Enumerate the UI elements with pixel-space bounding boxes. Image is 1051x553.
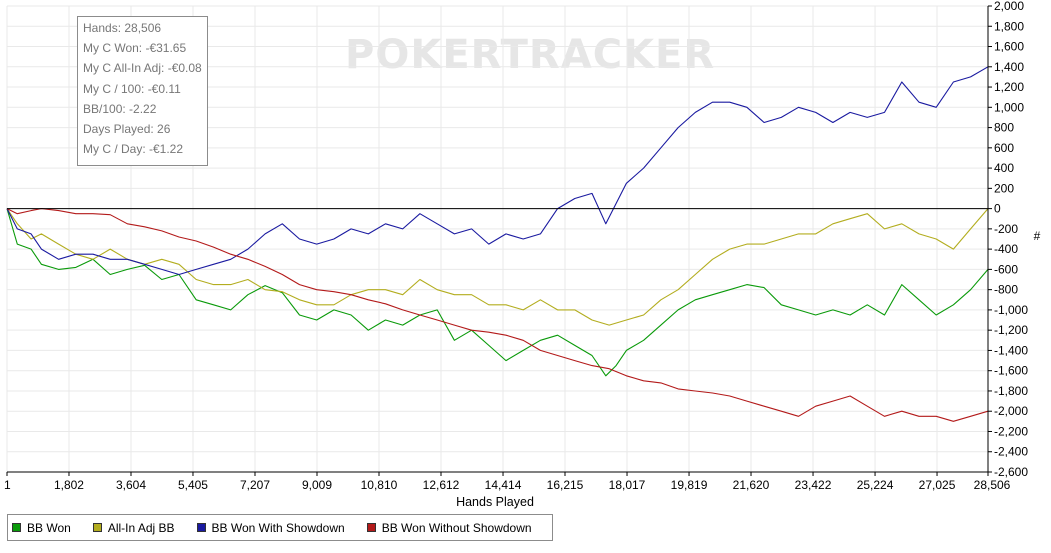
legend: BB Won All-In Adj BB BB Won With Showdow… — [7, 514, 553, 541]
x-tick-label: 27,025 — [919, 478, 956, 492]
series-line-1 — [6, 208, 989, 377]
y-tick-label: 0 — [994, 202, 1001, 216]
series-line-4 — [6, 208, 989, 422]
y-tick-label: -2,000 — [994, 404, 1028, 418]
x-tick-label: 9,009 — [302, 478, 332, 492]
x-tick-label: 14,414 — [485, 478, 522, 492]
legend-label: All-In Adj BB — [107, 520, 175, 535]
y-tick-label: 600 — [994, 141, 1014, 155]
y-tick-label: 400 — [994, 161, 1014, 175]
legend-swatch — [366, 523, 376, 532]
x-tick-label: 1,802 — [54, 478, 84, 492]
y-tick-label: 2,000 — [994, 0, 1024, 13]
legend-label: BB Won Without Showdown — [381, 520, 532, 535]
x-tick-label: 7,207 — [240, 478, 270, 492]
y-tick-label: -1,200 — [994, 323, 1028, 337]
y-tick-label: -1,000 — [994, 303, 1028, 317]
y-tick-label: 1,200 — [994, 80, 1024, 94]
y-tick-label: 1,000 — [994, 100, 1024, 114]
watermark: POKERTRACKER — [345, 32, 715, 78]
y-tick-label: -1,400 — [994, 343, 1028, 357]
x-axis-label: Hands Played — [456, 495, 534, 509]
x-tick-label: 1 — [4, 478, 11, 492]
x-tick-label: 25,224 — [857, 478, 894, 492]
y-tick-label: 1,600 — [994, 40, 1024, 54]
stats-my-c-per-day: My C / Day: -€1.22 — [83, 142, 184, 157]
y-tick-label: -2,400 — [994, 445, 1028, 459]
y-tick-label: -1,800 — [994, 384, 1028, 398]
x-tick-label: 21,620 — [733, 478, 770, 492]
legend-item-all-in-adj-bb[interactable]: All-In Adj BB — [92, 520, 175, 535]
y-tick-label: -600 — [994, 262, 1018, 276]
legend-swatch — [196, 523, 206, 532]
x-tick-label: 19,819 — [671, 478, 708, 492]
y-tick-label: -200 — [994, 222, 1018, 236]
y-tick-label: -400 — [994, 242, 1018, 256]
x-tick-label: 28,506 — [974, 478, 1011, 492]
axes: 2,000 1,800 1,600 1,400 1,200 1,000 800 600 400 2… — [4, 0, 1028, 492]
x-tick-label: 12,612 — [423, 478, 460, 492]
y-tick-label: -2,600 — [994, 465, 1028, 479]
stats-my-c-per-100: My C / 100: -€0.11 — [83, 81, 181, 96]
legend-item-bb-won-without-showdown[interactable]: BB Won Without Showdown — [366, 520, 532, 535]
stats-all-in-adj: My C All-In Adj: -€0.08 — [83, 61, 202, 76]
stats-days-played: Days Played: 26 — [83, 121, 171, 136]
y-tick-label: 1,800 — [994, 19, 1024, 33]
y-tick-label: -800 — [994, 283, 1018, 297]
y-tick-label: 800 — [994, 121, 1014, 135]
series-line-3 — [6, 66, 989, 276]
stats-bb-per-100: BB/100: -2.22 — [83, 101, 157, 116]
x-tick-label: 5,405 — [178, 478, 208, 492]
y-tick-label: 200 — [994, 181, 1014, 195]
x-tick-label: 16,215 — [547, 478, 584, 492]
legend-item-bb-won[interactable]: BB Won — [12, 521, 71, 535]
series-line-2 — [6, 208, 989, 326]
legend-swatch — [92, 523, 102, 532]
y-tick-label: -2,200 — [994, 424, 1028, 438]
stats-my-c-won: My C Won: -€31.65 — [83, 41, 187, 56]
y-axis-label: # — [1034, 229, 1041, 243]
x-tick-label: 18,017 — [609, 478, 646, 492]
legend-label: BB Won With Showdown — [211, 520, 345, 535]
x-tick-label: 10,810 — [361, 478, 398, 492]
x-tick-label: 23,422 — [795, 478, 832, 492]
legend-item-bb-won-with-showdown[interactable]: BB Won With Showdown — [196, 520, 345, 535]
series-group — [6, 66, 989, 422]
y-tick-label: 1,400 — [994, 60, 1024, 74]
x-tick-label: 3,604 — [116, 478, 146, 492]
y-tick-label: -1,600 — [994, 364, 1028, 378]
stats-hands: Hands: 28,506 — [83, 21, 162, 35]
legend-swatch — [12, 523, 21, 532]
legend-label: BB Won — [27, 520, 71, 535]
stats-box: Hands: 28,506 My C Won: -€31.65 My C All… — [77, 16, 208, 166]
